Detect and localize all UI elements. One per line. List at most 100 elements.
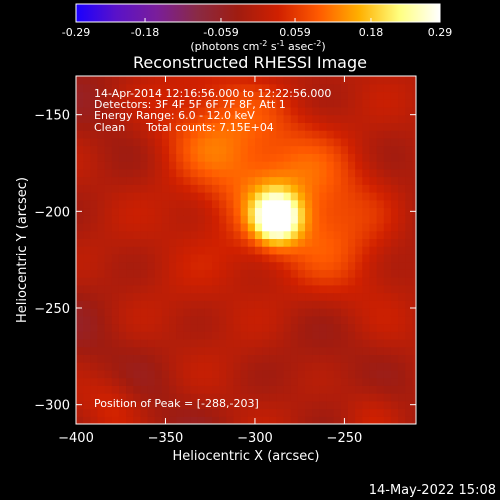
heatmap-cell — [240, 122, 249, 131]
heatmap-cell — [297, 192, 306, 201]
heatmap-cell — [283, 331, 292, 340]
heatmap-cell — [390, 238, 399, 247]
heatmap-cell — [154, 408, 163, 417]
heatmap-cell — [169, 130, 177, 139]
heatmap-cell — [340, 354, 349, 363]
heatmap-cell — [104, 284, 113, 294]
heatmap-cell — [133, 192, 142, 201]
heatmap-cell — [412, 269, 416, 278]
heatmap-cell — [398, 137, 406, 147]
heatmap-cell — [133, 284, 142, 294]
heatmap-cell — [398, 168, 406, 178]
heatmap-cell — [262, 369, 270, 379]
heatmap-cell — [405, 354, 414, 363]
heatmap-cell — [190, 199, 199, 209]
heatmap-cell — [76, 377, 84, 386]
heatmap-cell — [405, 130, 414, 139]
heatmap-cell — [240, 261, 249, 270]
heatmap-cell — [283, 354, 292, 363]
heatmap-cell — [369, 308, 378, 317]
heatmap-cell — [390, 215, 399, 224]
heatmap-cell — [269, 91, 278, 100]
heatmap-cell — [176, 308, 184, 317]
heatmap-cell — [240, 153, 249, 162]
heatmap-cell — [355, 385, 363, 394]
heatmap-cell — [305, 408, 313, 417]
heatmap-cell — [383, 238, 392, 247]
heatmap-cell — [348, 400, 356, 410]
heatmap-cell — [219, 83, 227, 93]
heatmap-cell — [390, 277, 399, 286]
heatmap-cell — [190, 393, 199, 402]
heatmap-cell — [219, 277, 227, 286]
heatmap-cell — [154, 362, 163, 371]
heatmap-cell — [240, 161, 249, 170]
heatmap-cell — [383, 346, 392, 355]
heatmap-cell — [383, 300, 392, 309]
heatmap-cell — [204, 308, 213, 317]
heatmap-cell — [348, 308, 356, 317]
heatmap-cell — [247, 331, 256, 340]
heatmap-cell — [355, 292, 363, 301]
heatmap-cell — [269, 83, 278, 93]
heatmap-cell — [412, 99, 416, 108]
heatmap-cell — [254, 99, 263, 108]
heatmap-cell — [247, 222, 256, 232]
heatmap-cell — [104, 91, 113, 100]
heatmap-cell — [212, 385, 220, 394]
heatmap-cell — [348, 106, 356, 116]
heatmap-cell — [169, 323, 177, 332]
heatmap-cell — [398, 222, 406, 232]
heatmap-cell — [362, 331, 371, 340]
heatmap-cell — [183, 369, 192, 379]
heatmap-cell — [340, 300, 349, 309]
heatmap-cell — [305, 346, 313, 355]
heatmap-cell — [319, 338, 328, 348]
heatmap-cell — [111, 369, 120, 379]
heatmap-cell — [369, 207, 378, 216]
heatmap-cell — [240, 385, 249, 394]
heatmap-cell — [326, 176, 335, 185]
heatmap-cell — [348, 246, 356, 255]
heatmap-cell — [283, 300, 292, 309]
heatmap-cell — [355, 106, 363, 116]
heatmap-cell — [254, 161, 263, 170]
heatmap-cell — [305, 315, 313, 325]
heatmap-cell — [154, 323, 163, 332]
heatmap-cell — [383, 76, 392, 85]
heatmap-cell — [276, 315, 285, 325]
heatmap-cell — [340, 331, 349, 340]
heatmap-cell — [104, 292, 113, 301]
heatmap-cell — [390, 331, 399, 340]
heatmap-cell — [197, 99, 206, 108]
heatmap-cell — [197, 106, 206, 116]
heatmap-cell — [97, 168, 106, 178]
heatmap-cell — [269, 346, 278, 355]
heatmap-cell — [161, 238, 170, 247]
heatmap-cell — [405, 215, 414, 224]
heatmap-cell — [212, 145, 220, 154]
heatmap-cell — [269, 114, 278, 123]
heatmap-cell — [290, 300, 299, 309]
heatmap-cell — [204, 137, 213, 147]
heatmap-cell — [290, 338, 299, 348]
heatmap-cell — [247, 184, 256, 193]
heatmap-cell — [83, 83, 91, 93]
heatmap-cell — [362, 416, 371, 424]
heatmap-cell — [247, 114, 256, 123]
heatmap-cell — [212, 176, 220, 185]
heatmap-cell — [412, 91, 416, 100]
heatmap-cell — [262, 199, 270, 209]
heatmap-cell — [111, 122, 120, 131]
heatmap-cell — [398, 192, 406, 201]
heatmap-image — [76, 76, 416, 424]
heatmap-cell — [212, 168, 220, 178]
heatmap-cell — [312, 362, 320, 371]
heatmap-cell — [305, 284, 313, 294]
heatmap-cell — [169, 393, 177, 402]
heatmap-cell — [133, 269, 142, 278]
heatmap-cell — [212, 222, 220, 232]
heatmap-cell — [176, 145, 184, 154]
heatmap-cell — [104, 300, 113, 309]
